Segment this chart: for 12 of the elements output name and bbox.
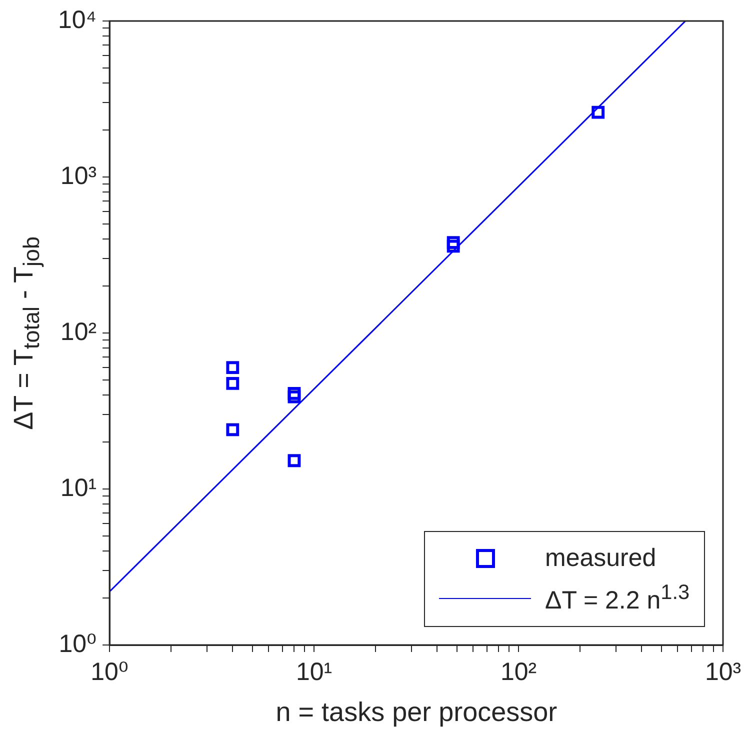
x-tick-label: 10² <box>500 658 537 686</box>
y-tick-label: 10⁰ <box>58 630 97 658</box>
x-axis-title: n = tasks per processor <box>276 697 558 728</box>
y-tick-label: 10² <box>60 318 97 346</box>
y-tick-label: 10⁴ <box>58 6 97 34</box>
legend-label: measured <box>545 544 656 572</box>
y-tick-label: 10¹ <box>60 474 97 502</box>
legend-label: ΔT = 2.2 n$^{1.3}$ <box>545 580 690 616</box>
x-tick-label: 10³ <box>704 658 742 686</box>
y-tick-label: 10³ <box>60 162 97 190</box>
x-tick-label: 10¹ <box>296 658 332 686</box>
x-tick-label: 10⁰ <box>90 658 128 686</box>
